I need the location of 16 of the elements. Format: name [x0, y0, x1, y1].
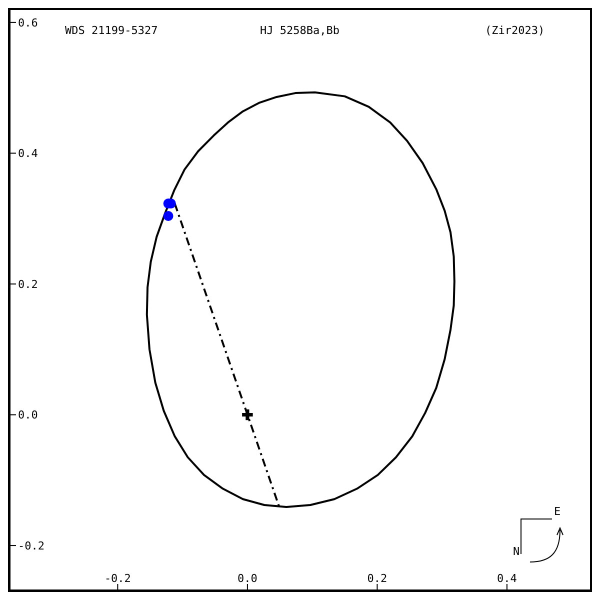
x-tick-label: 0.2	[367, 572, 388, 585]
text: HJ 5258Ba,Bb	[260, 24, 340, 37]
y-tick-label: 0.0	[18, 408, 38, 422]
x-tick-label: 0.0	[238, 572, 258, 585]
annotation: (Zir2023)	[485, 24, 545, 37]
y-tick-label: -0.2	[18, 539, 44, 552]
x-tick-label: 0.4	[497, 572, 518, 585]
text: WDS 21199-5327	[65, 24, 158, 37]
point	[242, 409, 253, 420]
point	[163, 210, 174, 221]
y-tick-label: 0.2	[18, 278, 38, 291]
annotation: N	[513, 545, 520, 558]
y-tick-label: 0.4	[18, 147, 38, 160]
annotation: E	[554, 505, 561, 518]
y-tick-label: 0.6	[18, 16, 38, 30]
x-tick-label: -0.2	[104, 572, 131, 585]
